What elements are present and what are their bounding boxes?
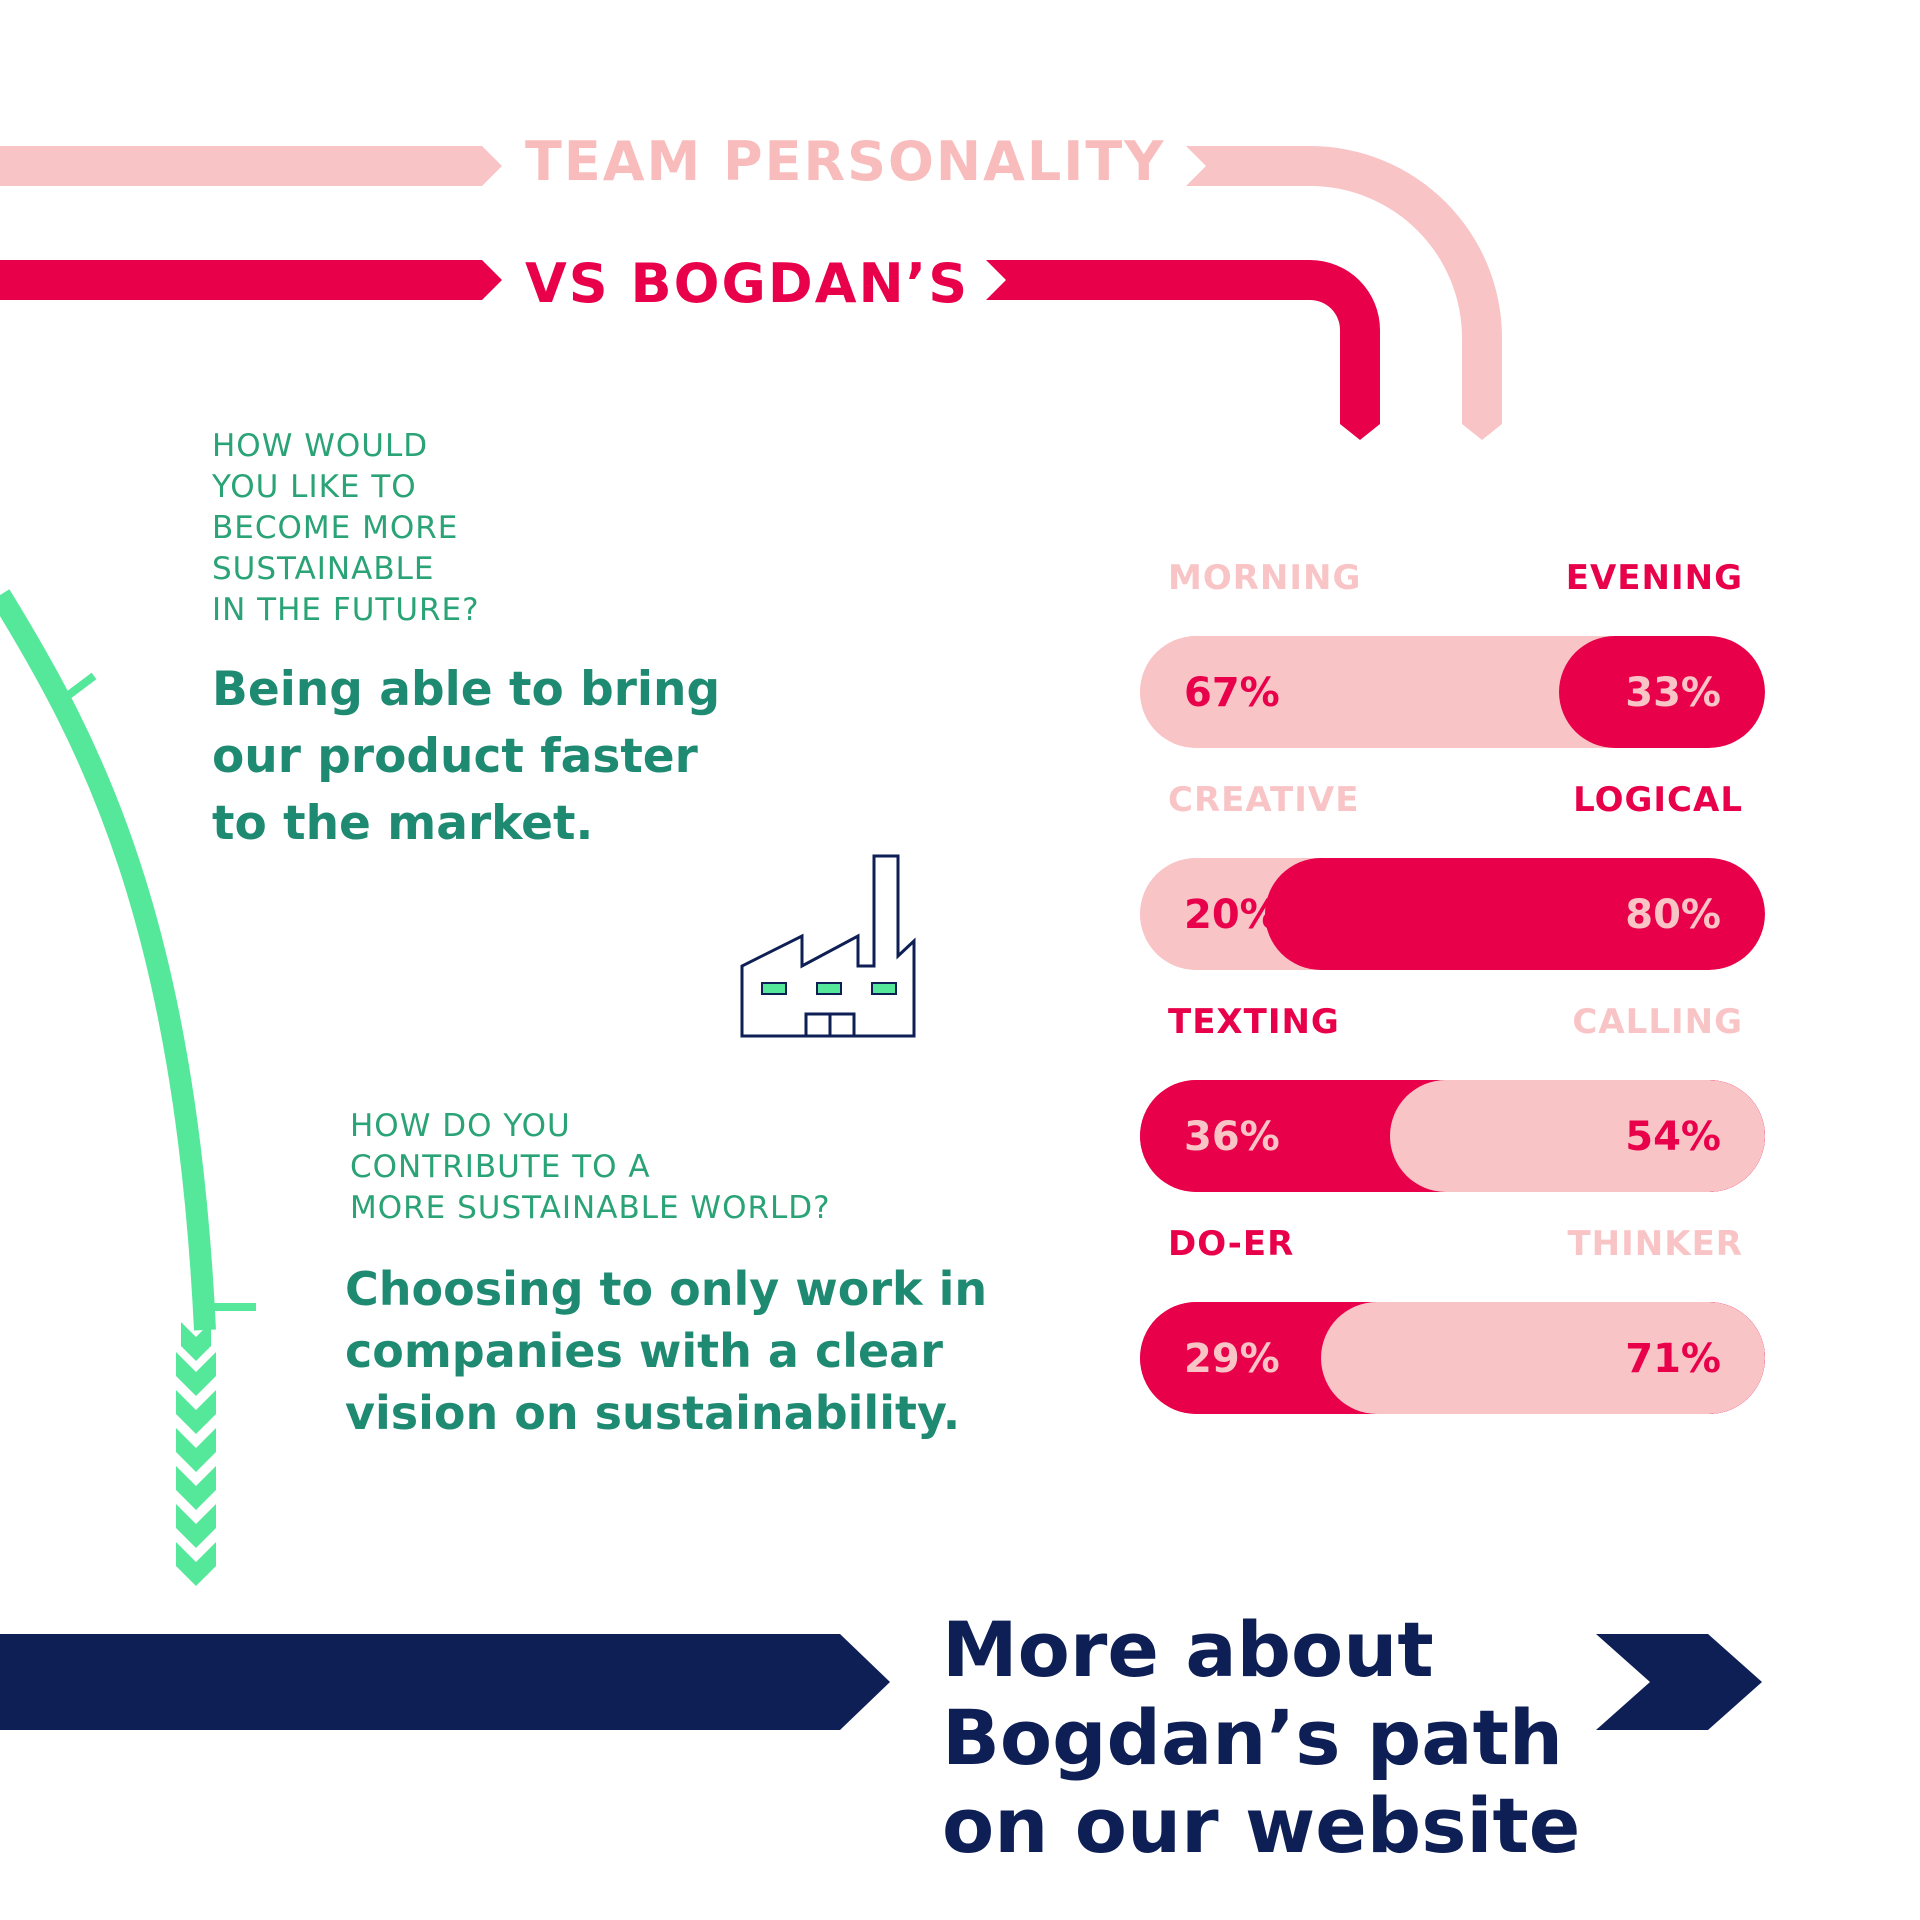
- title-banner-arrow: [0, 146, 502, 186]
- answer-line: vision on sustainability.: [345, 1386, 961, 1440]
- answer-line: to the market.: [212, 796, 594, 851]
- trait-right-percent: 80%: [1625, 892, 1721, 938]
- question-line: YOU LIKE TO: [212, 469, 417, 505]
- factory-icon: [740, 854, 916, 1038]
- trait-bar: 67% 33%: [1140, 636, 1765, 748]
- trait-left-percent: 67%: [1184, 670, 1280, 716]
- trait-left-label: TEXTING: [1168, 1002, 1340, 1042]
- trait-bar: 20% 80%: [1140, 858, 1765, 970]
- question-line: HOW WOULD: [212, 428, 429, 464]
- subtitle-banner-tail: [986, 260, 1380, 440]
- trait-bar: 36% 54%: [1140, 1080, 1765, 1192]
- question-2: HOW DO YOU CONTRIBUTE TO A MORE SUSTAINA…: [350, 1106, 831, 1229]
- trait-doer-thinker: DO-ER THINKER 29% 71%: [1140, 1224, 1765, 1414]
- answer-line: Being able to bring: [212, 662, 721, 717]
- trait-right-percent: 71%: [1625, 1336, 1721, 1382]
- green-path-line: [0, 589, 216, 1331]
- question-line: MORE SUSTAINABLE WORLD?: [350, 1190, 831, 1226]
- question-line: SUSTAINABLE: [212, 551, 435, 587]
- trait-bar-right-segment: [1559, 636, 1765, 748]
- trait-left-label: MORNING: [1168, 558, 1362, 598]
- trait-right-percent: 54%: [1625, 1114, 1721, 1160]
- answer-1: Being able to bring our product faster t…: [212, 656, 720, 857]
- trait-bar: 29% 71%: [1140, 1302, 1765, 1414]
- trait-creative-logical: CREATIVE LOGICAL 20% 80%: [1140, 780, 1765, 970]
- question-line: BECOME MORE: [212, 510, 459, 546]
- answer-2: Choosing to only work in companies with …: [345, 1258, 987, 1444]
- title-banner-tail: [1186, 146, 1502, 440]
- trait-left-label: CREATIVE: [1168, 780, 1360, 820]
- question-line: IN THE FUTURE?: [212, 592, 480, 628]
- trait-bar-right-segment: [1265, 858, 1765, 970]
- answer-line: our product faster: [212, 729, 698, 784]
- answer-line: companies with a clear: [345, 1324, 943, 1378]
- answer-line: Choosing to only work in: [345, 1262, 988, 1316]
- green-chevrons: [176, 1322, 216, 1586]
- page-subtitle: VS BOGDAN’S: [525, 252, 970, 315]
- cta-banner-arrow: [0, 1634, 890, 1730]
- question-line: CONTRIBUTE TO A: [350, 1149, 651, 1185]
- trait-texting-calling: TEXTING CALLING 36% 54%: [1140, 1002, 1765, 1192]
- question-1: HOW WOULD YOU LIKE TO BECOME MORE SUSTAI…: [212, 426, 480, 631]
- cta-chevron-icon[interactable]: [1596, 1634, 1762, 1730]
- trait-right-label: CALLING: [1572, 1002, 1743, 1042]
- trait-left-percent: 36%: [1184, 1114, 1280, 1160]
- trait-left-percent: 29%: [1184, 1336, 1280, 1382]
- trait-bar-right-segment: [1390, 1080, 1765, 1192]
- subtitle-banner-arrow: [0, 260, 502, 300]
- trait-left-label: DO-ER: [1168, 1224, 1295, 1264]
- green-branch-1: [59, 672, 97, 704]
- question-line: HOW DO YOU: [350, 1108, 571, 1144]
- cta-line[interactable]: More about: [942, 1605, 1434, 1694]
- trait-morning-evening: MORNING EVENING 67% 33%: [1140, 558, 1765, 748]
- trait-right-label: LOGICAL: [1573, 780, 1743, 820]
- cta-line[interactable]: Bogdan’s path: [942, 1693, 1564, 1782]
- trait-right-label: THINKER: [1567, 1224, 1743, 1264]
- trait-right-label: EVENING: [1565, 558, 1743, 598]
- trait-left-percent: 20%: [1184, 892, 1280, 938]
- cta-link[interactable]: More about Bogdan’s path on our website: [942, 1606, 1580, 1870]
- cta-line[interactable]: on our website: [942, 1781, 1581, 1870]
- page-title: TEAM PERSONALITY: [525, 130, 1166, 193]
- trait-right-percent: 33%: [1625, 670, 1721, 716]
- trait-bar-right-segment: [1321, 1302, 1765, 1414]
